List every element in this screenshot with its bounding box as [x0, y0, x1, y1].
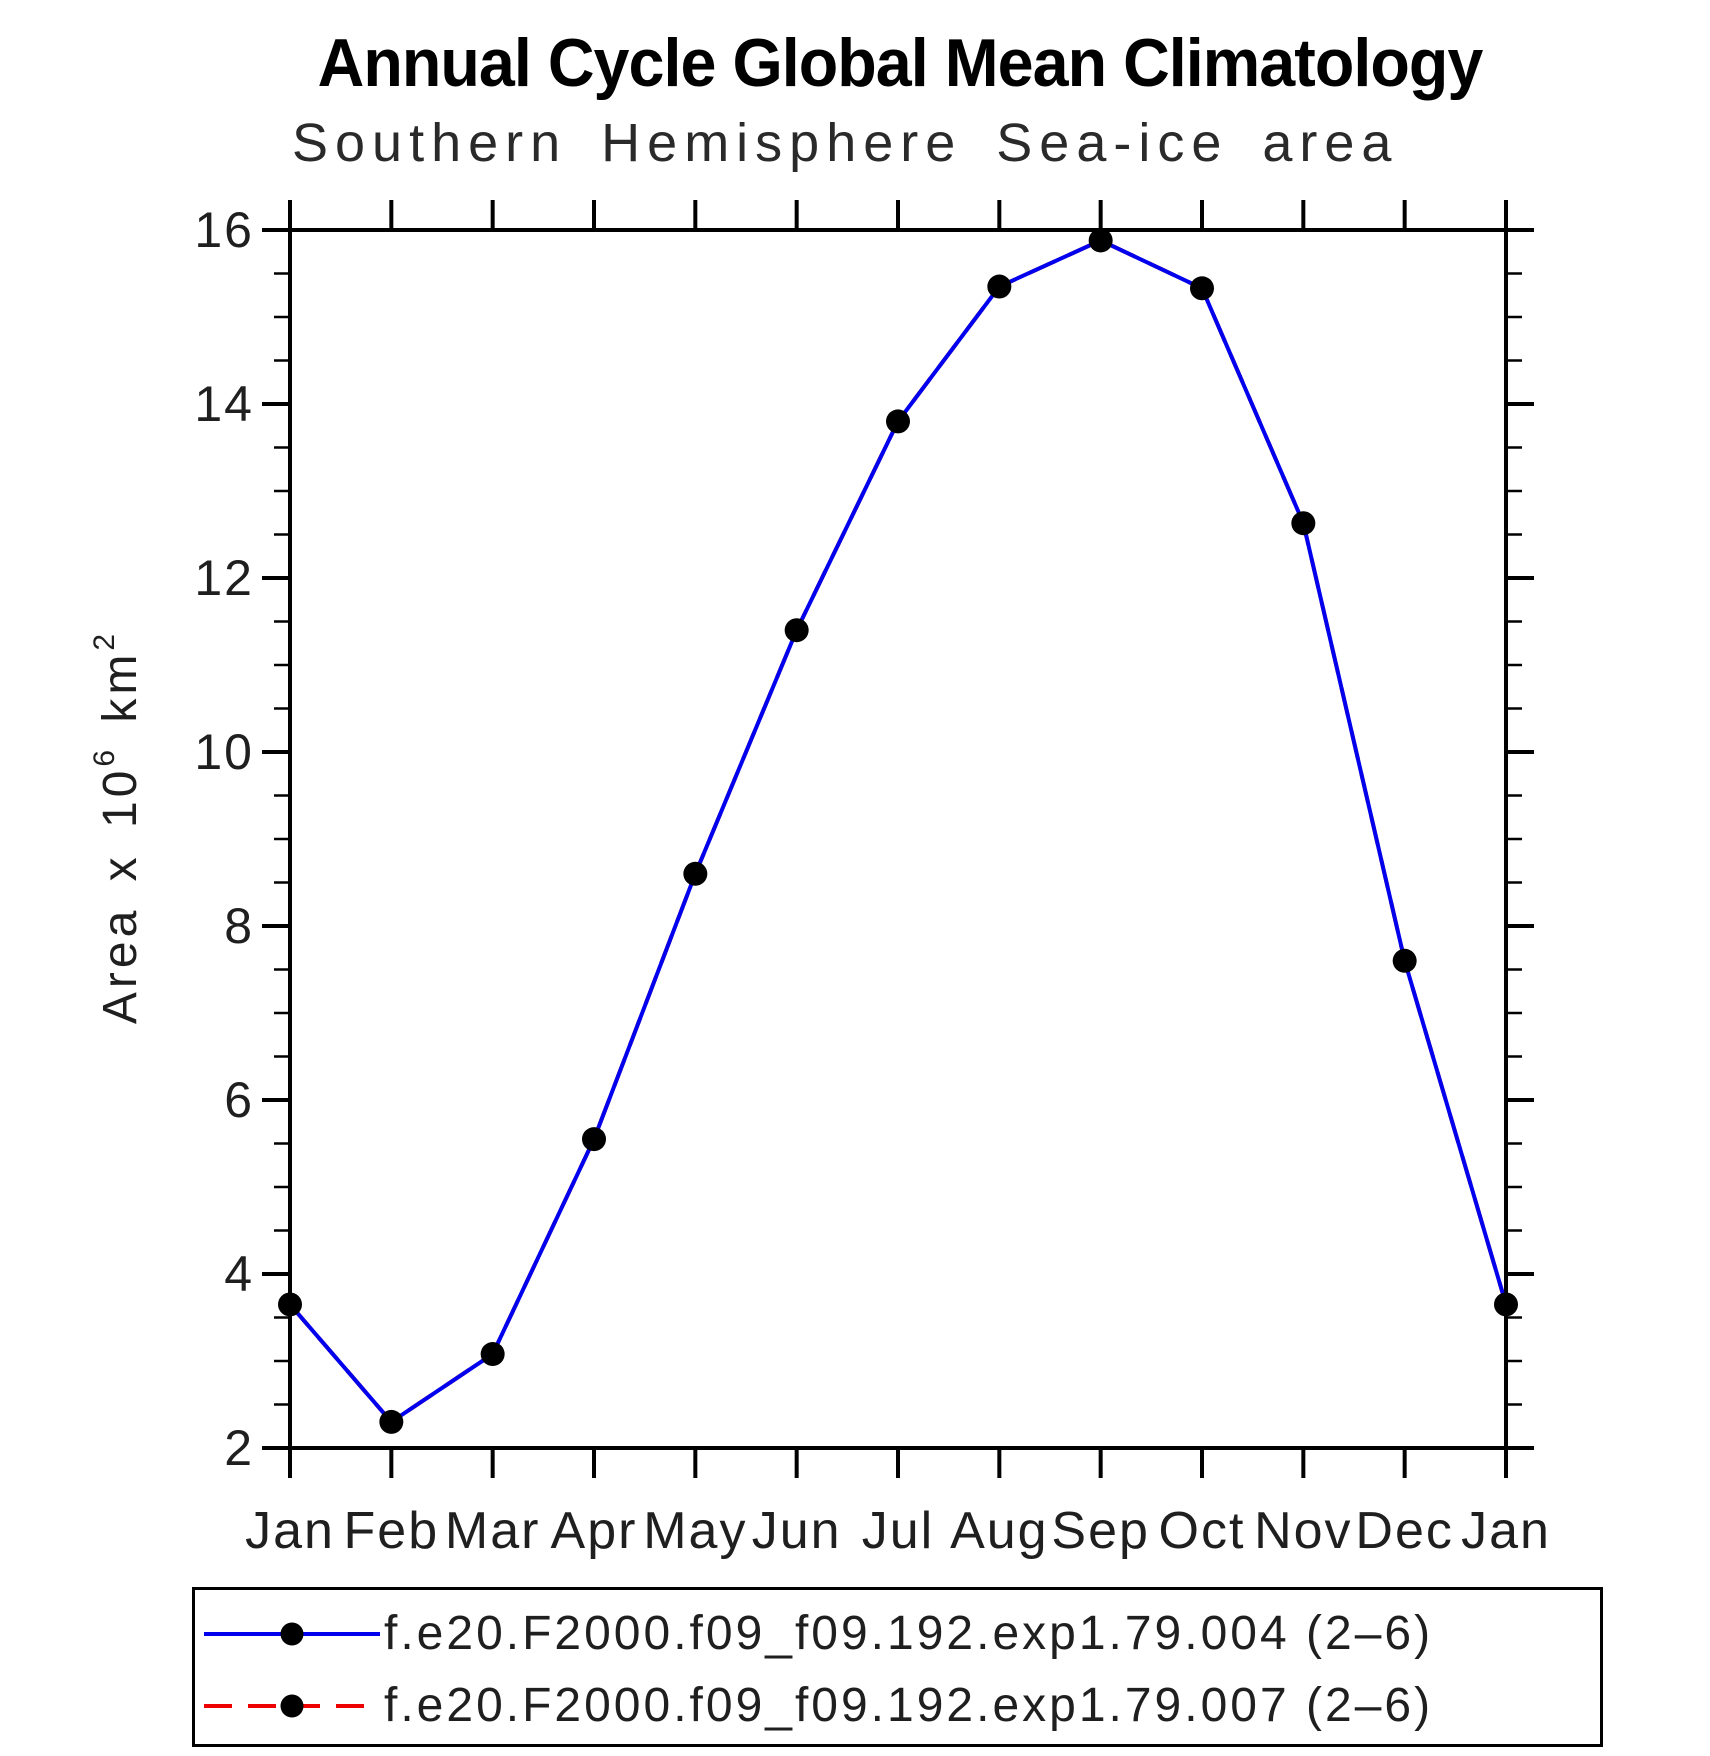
y-tick-label: 10: [194, 724, 254, 780]
data-point-marker: [278, 1292, 302, 1317]
x-tick-label: Nov: [1254, 1502, 1352, 1560]
y-tick-label: 6: [224, 1072, 254, 1128]
x-tick-label: Dec: [1355, 1502, 1453, 1560]
data-point-marker: [1494, 1292, 1518, 1317]
x-tick-label: Aug: [950, 1502, 1049, 1560]
y-tick-label: 14: [194, 376, 254, 432]
data-point-marker: [1291, 511, 1316, 536]
data-point-marker: [683, 861, 708, 886]
data-point-marker: [886, 409, 910, 434]
x-tick-label: Apr: [551, 1502, 638, 1560]
x-tick-label: Feb: [344, 1502, 440, 1560]
x-tick-label: May: [643, 1502, 747, 1560]
data-point-marker: [582, 1127, 606, 1152]
data-point-marker: [379, 1409, 404, 1434]
legend-label: f.e20.F2000.f09_f09.192.exp1.79.004 (2–6…: [384, 1607, 1434, 1660]
legend-marker-dot-icon: [280, 1622, 304, 1646]
y-tick-label: 8: [224, 898, 254, 954]
legend-line-sample-solid: [204, 1622, 380, 1646]
data-point-marker: [1088, 228, 1113, 253]
x-tick-label: Oct: [1159, 1502, 1246, 1560]
x-tick-label: Sep: [1051, 1502, 1150, 1560]
legend-label: f.e20.F2000.f09_f09.192.exp1.79.007 (2–6…: [384, 1679, 1434, 1732]
legend: f.e20.F2000.f09_f09.192.exp1.79.004 (2–6…: [192, 1587, 1603, 1747]
y-tick-label: 12: [194, 550, 254, 606]
data-point-marker: [784, 618, 809, 643]
legend-entry: f.e20.F2000.f09_f09.192.exp1.79.004 (2–6…: [195, 1602, 1433, 1666]
data-point-marker: [1392, 948, 1417, 973]
x-tick-label: Mar: [445, 1502, 541, 1560]
data-point-marker: [987, 274, 1012, 299]
data-point-marker: [1190, 276, 1214, 301]
legend-marker-dot-icon: [280, 1694, 304, 1718]
data-point-marker: [480, 1342, 505, 1367]
y-tick-label: 2: [224, 1420, 254, 1476]
y-tick-label: 16: [194, 202, 254, 258]
x-tick-label: Jan: [1461, 1502, 1551, 1560]
x-tick-label: Jun: [752, 1502, 842, 1560]
x-tick-label: Jan: [245, 1502, 335, 1560]
y-tick-label: 4: [224, 1246, 254, 1302]
chart-subtitle: Southern Hemisphere Sea-ice area: [292, 113, 1399, 173]
x-tick-label: Jul: [862, 1502, 934, 1560]
legend-entry: f.e20.F2000.f09_f09.192.exp1.79.007 (2–6…: [195, 1674, 1433, 1738]
legend-line-sample-dashed: [204, 1694, 380, 1718]
chart-title: Annual Cycle Global Mean Climatology: [317, 25, 1484, 101]
